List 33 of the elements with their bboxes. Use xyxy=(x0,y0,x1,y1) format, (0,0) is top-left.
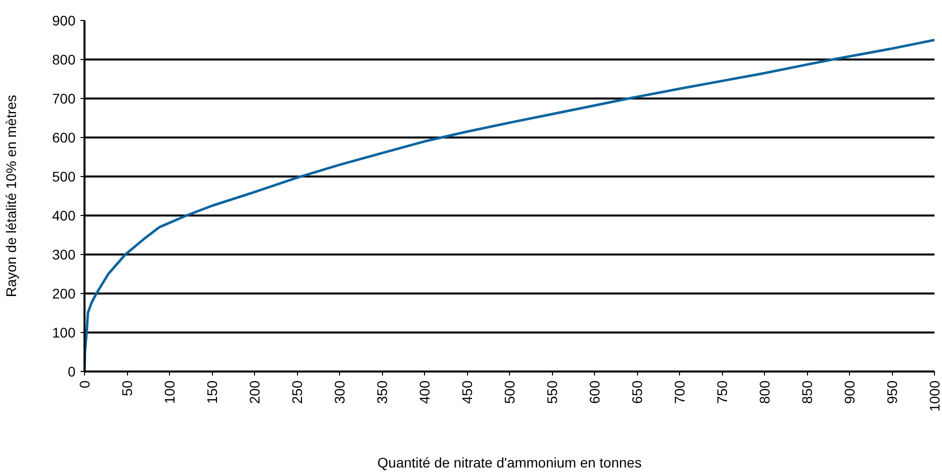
x-tick-label: 850 xyxy=(799,380,815,404)
y-tick-label: 300 xyxy=(52,246,76,262)
x-tick-label: 300 xyxy=(332,380,348,404)
x-tick-label: 550 xyxy=(544,380,560,404)
y-tick-label: 600 xyxy=(52,130,76,146)
x-tick-label: 1000 xyxy=(926,380,942,412)
y-tick-label: 400 xyxy=(52,208,76,224)
x-tick-label: 0 xyxy=(76,380,92,388)
x-tick-label: 450 xyxy=(459,380,475,404)
y-tick-label: 0 xyxy=(68,364,76,380)
y-tick-label: 100 xyxy=(52,324,76,340)
x-tick-label: 350 xyxy=(374,380,390,404)
x-tick-label: 950 xyxy=(884,380,900,404)
x-tick-label: 400 xyxy=(416,380,432,404)
y-tick-label: 900 xyxy=(52,12,76,28)
x-tick-label: 50 xyxy=(119,380,135,396)
y-tick-label: 800 xyxy=(52,52,76,68)
y-tick-label: 500 xyxy=(52,168,76,184)
x-tick-label: 650 xyxy=(629,380,645,404)
y-tick-label: 700 xyxy=(52,90,76,106)
x-tick-label: 500 xyxy=(502,380,518,404)
x-tick-label: 800 xyxy=(756,380,772,404)
x-tick-label: 200 xyxy=(246,380,262,404)
x-tick-label: 100 xyxy=(162,380,178,404)
x-tick-label: 700 xyxy=(672,380,688,404)
x-tick-label: 750 xyxy=(714,380,730,404)
x-tick-label: 250 xyxy=(289,380,305,404)
y-tick-label: 200 xyxy=(52,286,76,302)
x-axis-title: Quantité de nitrate d'ammonium en tonnes xyxy=(377,454,642,471)
y-axis-title: Rayon de létalité 10% en mètres xyxy=(3,94,20,298)
x-tick-label: 150 xyxy=(204,380,220,404)
x-tick-label: 600 xyxy=(586,380,602,404)
x-tick-label: 900 xyxy=(842,380,858,404)
